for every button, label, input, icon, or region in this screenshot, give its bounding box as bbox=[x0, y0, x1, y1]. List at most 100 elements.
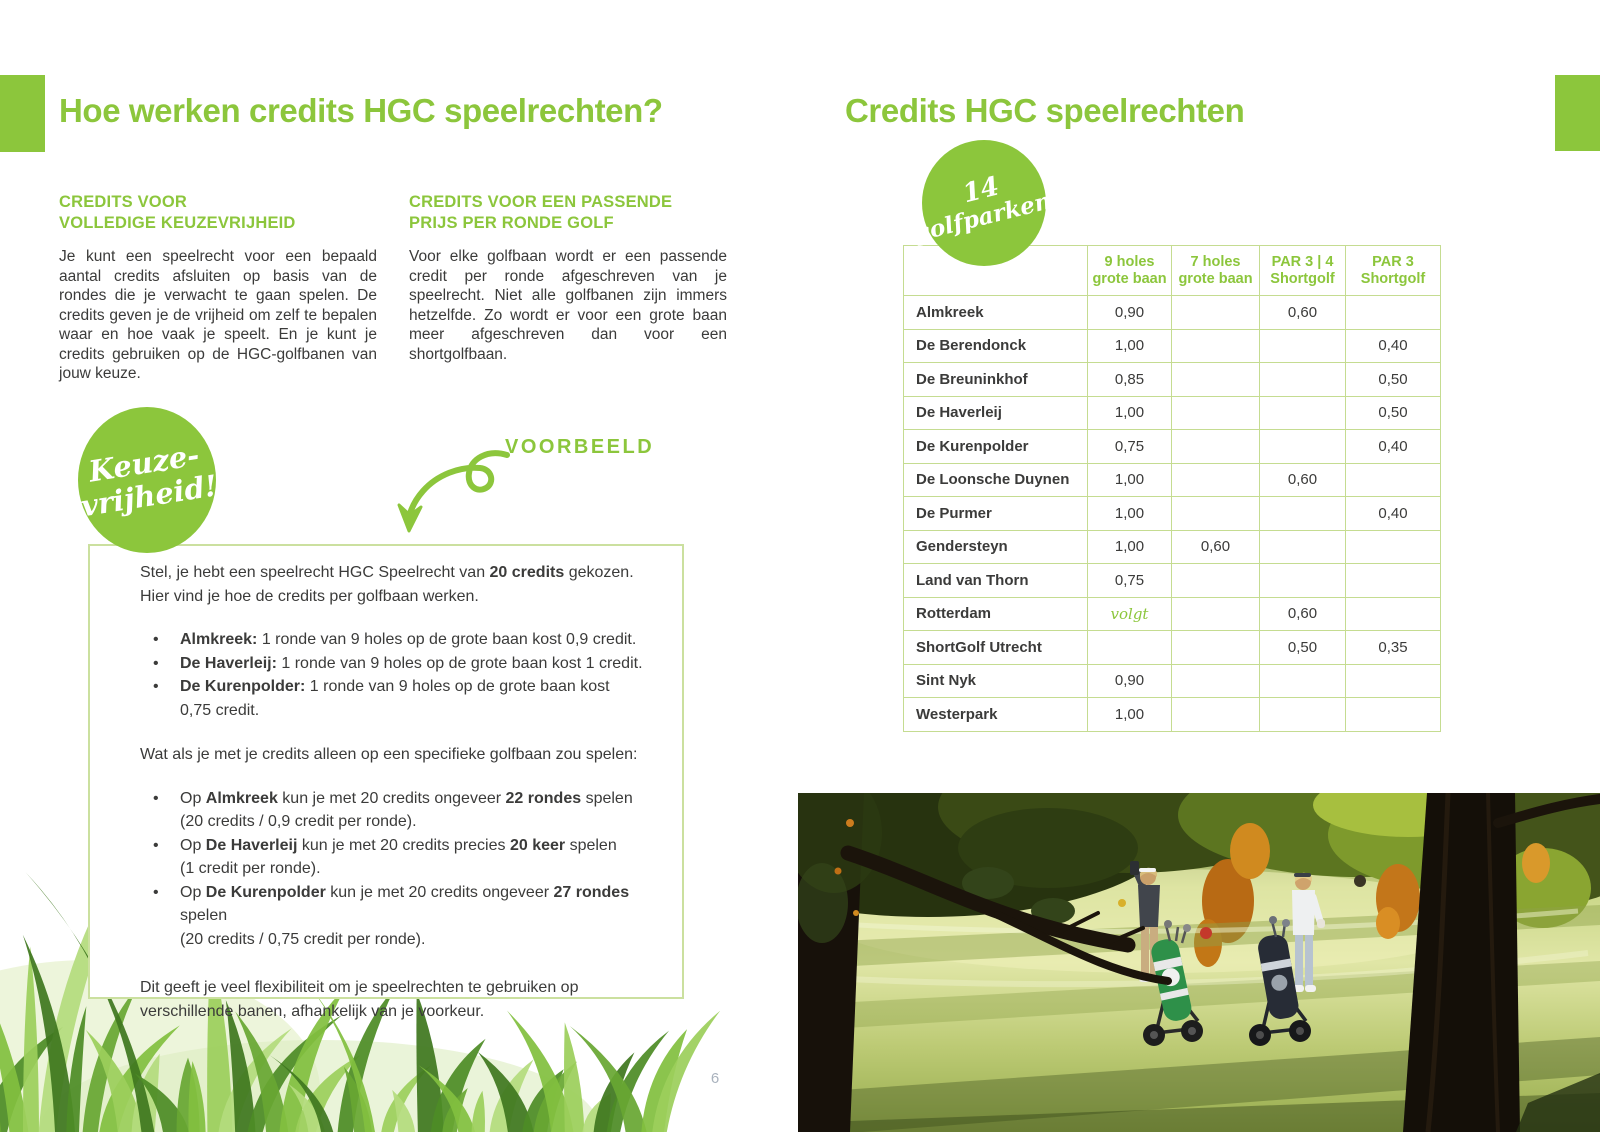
credit-value-cell: 1,00 bbox=[1087, 496, 1172, 531]
course-name-cell: Land van Thorn bbox=[903, 563, 1088, 598]
credit-value-cell bbox=[1345, 295, 1441, 330]
course-name-cell: ShortGolf Utrecht bbox=[903, 630, 1088, 665]
table-header-cell: 9 holes grote baan bbox=[1087, 245, 1172, 296]
page-title-left: Hoe werken credits HGC speelrechten? bbox=[59, 92, 663, 129]
credit-value-cell: 0,60 bbox=[1259, 596, 1346, 631]
credit-value-cell bbox=[1259, 328, 1346, 363]
credit-value-cell: 0,90 bbox=[1087, 663, 1172, 698]
credit-value-cell: 0,40 bbox=[1345, 496, 1441, 531]
table-row: ShortGolf Utrecht 0,50 0,35 bbox=[903, 630, 1441, 665]
credit-value-cell: 1,00 bbox=[1087, 395, 1172, 430]
credit-value-cell bbox=[1345, 462, 1441, 497]
credit-value-cell bbox=[1259, 395, 1346, 430]
table-row: Land van Thorn 0,75 bbox=[903, 563, 1441, 598]
credit-value-cell: 0,35 bbox=[1345, 630, 1441, 665]
course-name-cell: Rotterdam bbox=[903, 596, 1088, 631]
credit-value-cell: 0,85 bbox=[1087, 362, 1172, 397]
list-item: De Haverleij: 1 ronde van 9 holes op de … bbox=[140, 652, 644, 676]
credit-value-cell bbox=[1171, 462, 1260, 497]
tree-trunk-right bbox=[1403, 793, 1600, 1132]
credit-value-cell bbox=[1259, 563, 1346, 598]
table-row: Westerpark 1,00 bbox=[903, 697, 1441, 732]
example-box: Stel, je hebt een speelrecht HGC Speelre… bbox=[88, 544, 684, 1020]
course-name-cell: De Haverleij bbox=[903, 395, 1088, 430]
example-bullet-list-2: Op Almkreek kun je met 20 credits ongeve… bbox=[140, 787, 644, 952]
credit-value-cell: volgt bbox=[1087, 596, 1172, 631]
credit-value-cell bbox=[1171, 596, 1260, 631]
section-body-keuzevrijheid: Je kunt een speelrecht voor een bepaald … bbox=[59, 248, 377, 382]
credit-value-cell bbox=[1171, 496, 1260, 531]
list-item: Almkreek: 1 ronde van 9 holes op de grot… bbox=[140, 628, 644, 652]
yellow-ball bbox=[1118, 899, 1126, 907]
distant-tee-marker bbox=[1354, 875, 1366, 887]
credit-value-cell: 0,50 bbox=[1345, 395, 1441, 430]
credit-value-cell bbox=[1259, 496, 1346, 531]
golf-trolley-navy bbox=[1249, 916, 1311, 1046]
table-row: De Loonsche Duynen 1,00 0,60 bbox=[903, 462, 1441, 497]
table-header-cell: PAR 3 | 4 Shortgolf bbox=[1259, 245, 1346, 296]
credit-value-cell: 0,50 bbox=[1345, 362, 1441, 397]
list-item: Op Almkreek kun je met 20 credits ongeve… bbox=[140, 787, 644, 834]
page-number: 6 bbox=[710, 1070, 720, 1087]
credit-value-cell bbox=[1259, 362, 1346, 397]
golfer-2 bbox=[1292, 872, 1325, 992]
table-header-row: 9 holes grote baan 7 holes grote baan PAR … bbox=[903, 245, 1441, 296]
section-heading-prijs: CREDITS VOOR EEN PASSENDE PRIJS PER ROND… bbox=[409, 193, 673, 232]
text-column-1: CREDITS VOOR VOLLEDIGE KEUZEVRIJHEID Je … bbox=[59, 192, 377, 384]
credit-value-cell: 1,00 bbox=[1087, 529, 1172, 564]
section-heading-keuzevrijheid: CREDITS VOOR VOLLEDIGE KEUZEVRIJHEID bbox=[59, 193, 296, 232]
table-header-cell: 7 holes grote baan bbox=[1171, 245, 1260, 296]
credit-value-cell bbox=[1345, 596, 1441, 631]
grass-photo bbox=[0, 840, 720, 1132]
text-column-2: CREDITS VOOR EEN PASSENDE PRIJS PER ROND… bbox=[409, 192, 727, 364]
credit-value-cell bbox=[1171, 295, 1260, 330]
course-name-cell: Almkreek bbox=[903, 295, 1088, 330]
list-item: Op De Kurenpolder kun je met 20 credits … bbox=[140, 881, 644, 952]
example-intro-line2: Hier vind je hoe de credits per golfbaan… bbox=[140, 587, 479, 605]
list-item: De Kurenpolder: 1 ronde van 9 holes op d… bbox=[140, 675, 644, 722]
curly-arrow-icon bbox=[397, 450, 510, 533]
table-row: De Breuninkhof 0,85 0,50 bbox=[903, 362, 1441, 397]
golf-course-photo bbox=[798, 793, 1600, 1132]
table-row: Rotterdam volgt 0,60 bbox=[903, 596, 1441, 631]
course-name-cell: Westerpark bbox=[903, 697, 1088, 732]
credit-value-cell: 1,00 bbox=[1087, 697, 1172, 732]
credit-value-cell: 0,60 bbox=[1171, 529, 1260, 564]
section-body-prijs: Voor elke golfbaan wordt er een passende… bbox=[409, 248, 727, 363]
credit-value-cell: 0,75 bbox=[1087, 429, 1172, 464]
credit-value-cell bbox=[1171, 429, 1260, 464]
table-row: Gendersteyn 1,00 0,60 bbox=[903, 529, 1441, 564]
course-name-cell: De Loonsche Duynen bbox=[903, 462, 1088, 497]
example-intro-line1: Stel, je hebt een speelrecht HGC Speelre… bbox=[140, 564, 634, 581]
example-middle-text: Wat als je met je credits alleen op een … bbox=[140, 746, 638, 763]
credit-value-cell: 0,50 bbox=[1259, 630, 1346, 665]
credit-value-cell bbox=[1259, 663, 1346, 698]
red-ball bbox=[1200, 927, 1212, 939]
green-accent-bar-right bbox=[1555, 75, 1600, 151]
credit-value-cell bbox=[1171, 697, 1260, 732]
keuzevrijheid-badge: Keuze- vrijheid! bbox=[78, 407, 220, 553]
credit-value-cell: 0,60 bbox=[1259, 462, 1346, 497]
course-name-cell: De Breuninkhof bbox=[903, 362, 1088, 397]
keuzevrijheid-badge-text: Keuze- vrijheid! bbox=[79, 437, 220, 524]
credit-value-cell: 0,75 bbox=[1087, 563, 1172, 598]
credit-value-cell bbox=[1259, 429, 1346, 464]
credit-value-cell bbox=[1171, 328, 1260, 363]
corner-shadow bbox=[1516, 1073, 1600, 1132]
autumn-bush bbox=[1376, 864, 1420, 939]
course-name-cell: De Purmer bbox=[903, 496, 1088, 531]
example-bullet-list-1: Almkreek: 1 ronde van 9 holes op de grot… bbox=[140, 628, 644, 722]
course-name-cell: De Berendonck bbox=[903, 328, 1088, 363]
credit-value-cell bbox=[1345, 563, 1441, 598]
credit-value-cell bbox=[1171, 630, 1260, 665]
credit-value-cell: 1,00 bbox=[1087, 328, 1172, 363]
table-row: De Kurenpolder 0,75 0,40 bbox=[903, 429, 1441, 464]
credit-value-cell: 1,00 bbox=[1087, 462, 1172, 497]
credit-value-cell: 0,40 bbox=[1345, 429, 1441, 464]
example-outro-text: Dit geeft je veel flexibiliteit om je sp… bbox=[140, 979, 579, 1020]
credit-value-cell bbox=[1259, 697, 1346, 732]
credit-value-cell bbox=[1171, 362, 1260, 397]
credit-value-cell bbox=[1345, 529, 1441, 564]
credit-value-cell bbox=[1345, 663, 1441, 698]
